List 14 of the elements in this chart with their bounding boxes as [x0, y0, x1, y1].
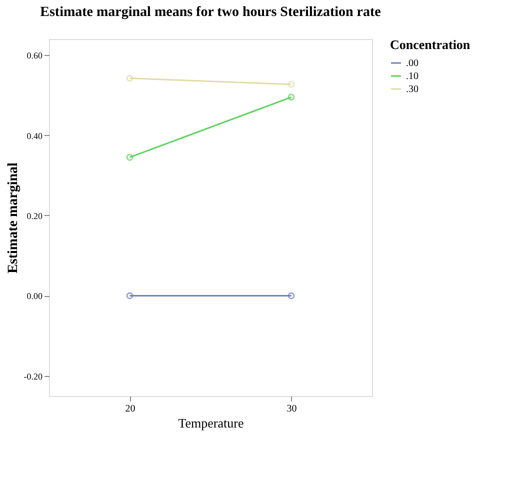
- y-tick-label: 0.00: [26, 291, 43, 302]
- chart-title: Estimate marginal means for two hours Sterilization rate: [40, 5, 381, 20]
- legend-label: .10: [406, 71, 418, 82]
- y-axis-title: Estimate marginal: [6, 162, 21, 274]
- x-tick-label: 20: [125, 404, 136, 414]
- legend-label: .30: [406, 84, 418, 95]
- legend-label: .00: [406, 58, 418, 69]
- x-tick-label: 30: [286, 404, 297, 414]
- y-tick-label: 0.20: [26, 210, 43, 221]
- x-axis-title: Temperature: [178, 416, 244, 430]
- y-tick-label: -0.20: [24, 371, 43, 382]
- y-tick-label: 0.40: [26, 130, 43, 141]
- legend-title: Concentration: [390, 37, 471, 52]
- y-tick-label: 0.60: [26, 50, 43, 61]
